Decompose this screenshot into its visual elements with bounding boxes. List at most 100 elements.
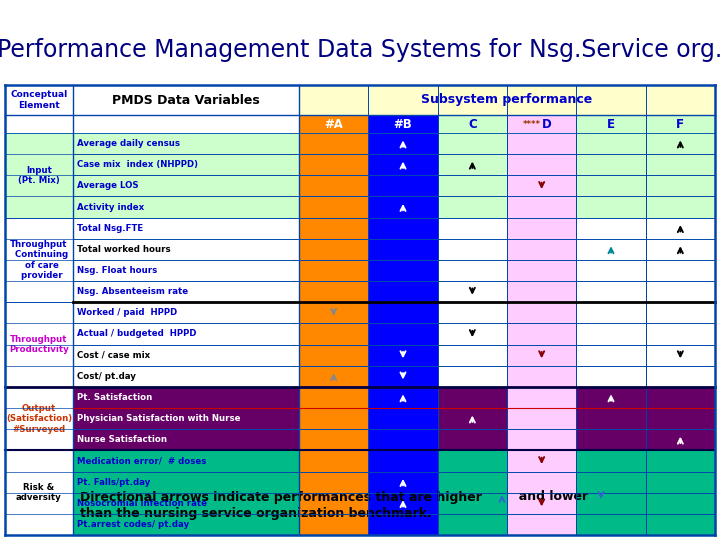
Bar (299, 429, 369, 450)
Text: Subsystem performance: Subsystem performance (421, 93, 593, 106)
Bar (576, 176, 646, 197)
Text: ****: **** (523, 119, 541, 129)
Bar (438, 218, 507, 239)
Bar (73, 281, 299, 302)
Bar (73, 323, 299, 345)
Bar (646, 323, 715, 345)
Bar (5, 387, 73, 450)
Bar (646, 514, 715, 535)
Text: Risk &
adversity: Risk & adversity (16, 483, 62, 502)
Bar (5, 218, 73, 302)
Bar (299, 514, 369, 535)
Bar (5, 239, 73, 260)
Bar (507, 408, 576, 429)
Bar (299, 133, 369, 154)
Bar (73, 218, 299, 239)
Bar (576, 154, 646, 176)
Bar (646, 260, 715, 281)
Bar (5, 281, 73, 302)
Bar (299, 323, 369, 345)
Bar (369, 281, 438, 302)
Bar (576, 197, 646, 218)
Bar (507, 115, 576, 133)
Bar (369, 218, 438, 239)
Bar (369, 239, 438, 260)
Bar (73, 471, 299, 492)
Bar (5, 429, 73, 450)
Bar (576, 429, 646, 450)
Bar (5, 450, 73, 471)
Text: Actual / budgeted  HPPD: Actual / budgeted HPPD (77, 329, 197, 339)
Bar (73, 176, 299, 197)
Text: #A: #A (324, 118, 343, 131)
Text: PMDS Data Variables: PMDS Data Variables (112, 93, 260, 106)
Bar (438, 281, 507, 302)
Bar (5, 408, 73, 429)
Bar (299, 260, 369, 281)
Bar (576, 450, 646, 471)
Bar (73, 133, 299, 154)
Bar (507, 450, 576, 471)
Bar (5, 514, 73, 535)
Bar (438, 429, 507, 450)
Text: Physician Satisfaction with Nurse: Physician Satisfaction with Nurse (77, 414, 240, 423)
Bar (5, 176, 73, 197)
Bar (5, 218, 73, 239)
Bar (369, 302, 438, 323)
Text: Cost / case mix: Cost / case mix (77, 350, 150, 360)
Bar (73, 492, 299, 514)
Bar (5, 115, 73, 133)
Bar (507, 218, 576, 239)
Bar (299, 387, 369, 408)
Bar (576, 387, 646, 408)
Bar (646, 197, 715, 218)
Text: Nurse Satisfaction: Nurse Satisfaction (77, 435, 167, 444)
Bar (438, 302, 507, 323)
Text: Pt. Falls/pt.day: Pt. Falls/pt.day (77, 477, 150, 487)
Bar (369, 366, 438, 387)
Text: Total worked hours: Total worked hours (77, 245, 171, 254)
Bar (507, 302, 576, 323)
Bar (438, 197, 507, 218)
Bar (507, 239, 576, 260)
Bar (73, 154, 299, 176)
Bar (507, 429, 576, 450)
Bar (507, 323, 576, 345)
Bar (576, 260, 646, 281)
Bar (73, 302, 299, 323)
Bar (73, 408, 299, 429)
Bar (73, 387, 299, 408)
Bar (5, 197, 73, 218)
Bar (507, 176, 576, 197)
Text: Worked / paid  HPPD: Worked / paid HPPD (77, 308, 177, 318)
Bar (507, 514, 576, 535)
Bar (369, 154, 438, 176)
Bar (299, 154, 369, 176)
Bar (369, 115, 438, 133)
Text: Throughput
Productivity: Throughput Productivity (9, 335, 69, 354)
Text: Directional arrows indicate performances that are higher: Directional arrows indicate performances… (80, 490, 482, 503)
Bar (646, 492, 715, 514)
Text: Case mix  index (NHPPD): Case mix index (NHPPD) (77, 160, 198, 169)
Bar (646, 239, 715, 260)
Bar (576, 302, 646, 323)
Bar (576, 408, 646, 429)
Bar (576, 218, 646, 239)
Bar (646, 176, 715, 197)
Text: #B: #B (394, 118, 413, 131)
Text: Performance Management Data Systems for Nsg.Service org.: Performance Management Data Systems for … (0, 38, 720, 62)
Bar (5, 387, 73, 408)
Bar (576, 345, 646, 366)
Bar (5, 450, 73, 535)
Bar (369, 345, 438, 366)
Bar (73, 450, 299, 471)
Text: Average LOS: Average LOS (77, 181, 139, 191)
Text: Nosocromial infection rate: Nosocromial infection rate (77, 499, 207, 508)
Bar (438, 366, 507, 387)
Text: E: E (607, 118, 615, 131)
Bar (5, 260, 73, 281)
Bar (299, 115, 369, 133)
Bar (299, 492, 369, 514)
Bar (646, 154, 715, 176)
Bar (646, 408, 715, 429)
